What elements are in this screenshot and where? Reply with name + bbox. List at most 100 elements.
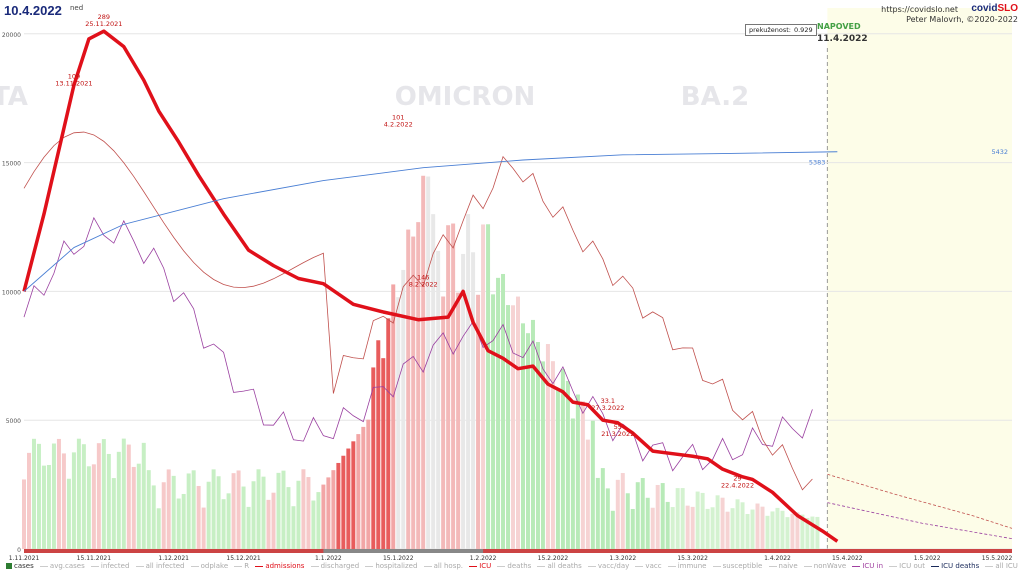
legend-label: hospitalized xyxy=(375,562,418,570)
cases-bar xyxy=(411,236,416,549)
legend-item[interactable]: ICU xyxy=(469,562,491,576)
cases-bar xyxy=(31,438,36,549)
cases-bar xyxy=(22,479,26,549)
cases-bar xyxy=(331,470,336,549)
cases-bar xyxy=(595,477,600,549)
forecast-region xyxy=(827,8,1012,549)
cases-bar xyxy=(815,516,820,549)
legend-item[interactable]: all ICU xyxy=(985,562,1018,576)
cases-bar xyxy=(780,510,785,549)
peak-annotation-date: 4.2.2022 xyxy=(384,121,413,129)
cases-bar xyxy=(301,469,306,549)
legend-item[interactable]: avg.cases xyxy=(39,562,85,576)
cases-bar xyxy=(216,476,221,549)
y-tick-label: 15000 xyxy=(2,161,21,168)
cases-bar xyxy=(61,453,66,549)
cases-bar xyxy=(491,294,496,549)
peak-annotation-date: 8.2.2022 xyxy=(409,280,438,288)
cases-bar xyxy=(71,452,76,549)
cases-bar xyxy=(116,451,121,549)
legend-item[interactable]: infected xyxy=(90,562,129,576)
cases-bar xyxy=(351,441,356,549)
cases-bar xyxy=(201,507,206,549)
cases-bar xyxy=(51,443,56,549)
x-tick-label: 15.11.2021 xyxy=(77,555,112,562)
legend-item[interactable]: immune xyxy=(667,562,706,576)
cases-bar xyxy=(346,448,351,549)
cases-bar xyxy=(406,229,411,550)
cases-bar xyxy=(381,358,386,549)
legend-item[interactable]: odplake xyxy=(190,562,228,576)
cases-bar xyxy=(735,499,740,549)
legend-item[interactable]: all hosp. xyxy=(423,562,463,576)
cases-bar xyxy=(605,488,610,549)
cases-bar xyxy=(790,513,795,549)
cases-bar xyxy=(570,418,575,549)
peak-annotation-value: 146 xyxy=(417,273,429,281)
legend-item[interactable]: vacc xyxy=(635,562,662,576)
cases-bar xyxy=(535,342,540,549)
cases-bar xyxy=(46,464,51,549)
legend-label: naive xyxy=(778,562,798,570)
cases-bar xyxy=(550,361,555,549)
cases-bar xyxy=(186,473,191,549)
cases-bar xyxy=(640,478,645,549)
legend-label: ICU out xyxy=(899,562,925,570)
legend-item[interactable]: ICU in xyxy=(852,562,883,576)
peak-annotation-date: 27.3.2022 xyxy=(591,404,624,412)
forecast-icu-in-line xyxy=(827,502,1013,540)
cases-bar xyxy=(680,488,685,549)
cases-bar xyxy=(421,175,426,549)
cases-bar xyxy=(291,506,296,549)
legend-line-icon xyxy=(255,565,264,567)
legend-item[interactable]: nonWave xyxy=(803,562,847,576)
legend-item[interactable]: discharged xyxy=(310,562,359,576)
cases-bar xyxy=(126,444,131,549)
cases-bar xyxy=(685,505,690,549)
cases-bar xyxy=(530,319,535,549)
cases-bar xyxy=(770,511,775,549)
cases-bar xyxy=(785,517,790,549)
cases-bar xyxy=(286,487,291,549)
legend-item[interactable]: hospitalized xyxy=(365,562,417,576)
legend-line-icon xyxy=(310,565,319,567)
legend-item[interactable]: susceptible xyxy=(712,562,762,576)
legend-item[interactable]: ICU deaths xyxy=(931,562,979,576)
cases-bar xyxy=(181,493,186,549)
cases-bar xyxy=(41,465,46,549)
cases-bar xyxy=(555,389,560,549)
legend-item[interactable]: R xyxy=(234,562,249,576)
site-link[interactable]: https://covidslo.net xyxy=(881,5,958,14)
legend-label: nonWave xyxy=(813,562,847,570)
cases-bar xyxy=(261,476,266,549)
legend-item[interactable]: admissions xyxy=(255,562,304,576)
cases-bar xyxy=(506,305,511,549)
x-tick-label: 15.5.2022 xyxy=(982,555,1013,562)
variant-label: BA.2 xyxy=(681,82,749,112)
legend-line-icon xyxy=(135,565,144,567)
accuracy-box: prekuženost: 0.929 xyxy=(745,24,817,36)
cases-bar xyxy=(86,466,91,549)
legend-item[interactable]: vacc/day xyxy=(587,562,629,576)
legend-line-icon xyxy=(190,565,199,567)
cases-bar xyxy=(26,452,31,549)
cases-bar xyxy=(341,455,346,549)
legend-item[interactable]: all infected xyxy=(135,562,184,576)
cases-bar xyxy=(136,463,141,549)
legend-item[interactable]: ICU out xyxy=(889,562,925,576)
legend-item[interactable]: cases xyxy=(6,562,34,576)
cases-bar xyxy=(560,368,565,549)
icu-in-line xyxy=(23,216,813,472)
cases-bar xyxy=(660,483,665,549)
cases-bar xyxy=(416,222,421,550)
cases-bar xyxy=(426,176,431,549)
cases-bar xyxy=(211,469,216,549)
cases-bar xyxy=(271,492,276,549)
cases-bar xyxy=(226,493,231,549)
legend-label: ICU deaths xyxy=(941,562,980,570)
legend-item[interactable]: deaths xyxy=(497,562,531,576)
peak-annotation-value: 29 xyxy=(733,474,741,482)
peak-annotation-value: 33.1 xyxy=(601,397,615,405)
legend-item[interactable]: all deaths xyxy=(537,562,582,576)
legend-item[interactable]: naive xyxy=(768,562,798,576)
